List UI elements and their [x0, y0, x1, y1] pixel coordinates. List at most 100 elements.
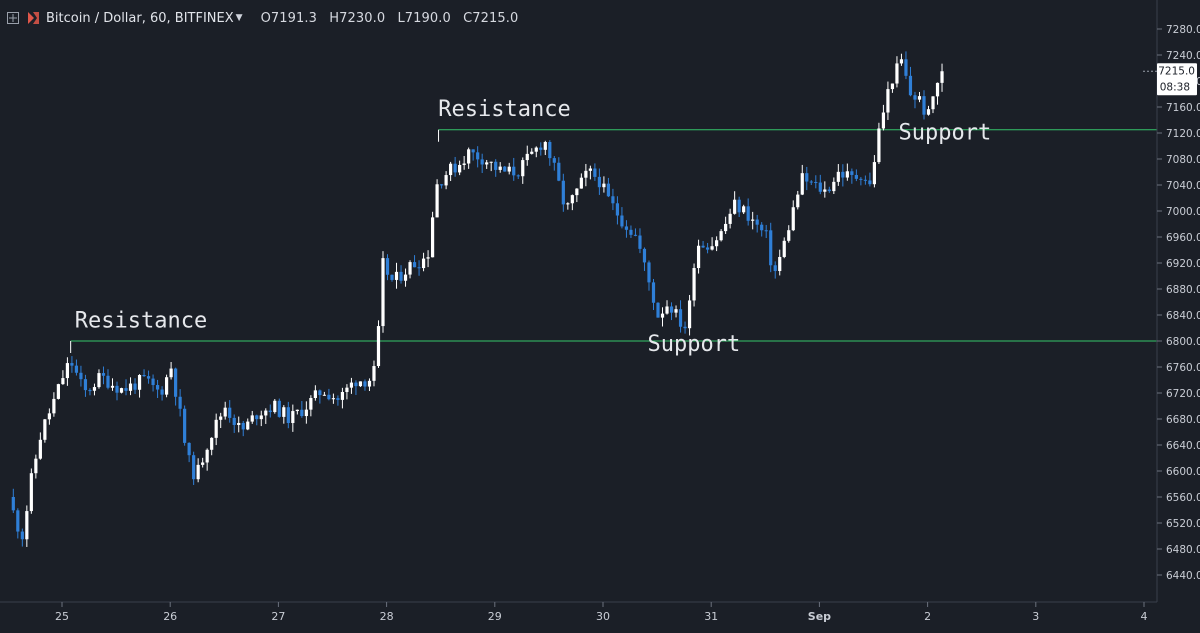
candle	[277, 398, 281, 418]
candle-body	[913, 95, 917, 100]
candle	[818, 174, 822, 195]
time-tick-label: 3	[1032, 610, 1039, 623]
candle	[462, 156, 466, 170]
candle	[291, 404, 295, 432]
price-tick-label: 7080.0	[1166, 154, 1200, 166]
candle-body	[16, 510, 20, 532]
candle	[787, 225, 791, 243]
candle-body	[83, 379, 88, 391]
candle-body	[29, 473, 33, 512]
candle-body	[584, 170, 588, 178]
candle	[669, 302, 674, 321]
candle	[620, 207, 624, 229]
candle-body	[38, 439, 42, 459]
candle-body	[890, 83, 895, 90]
candle-body	[692, 268, 696, 301]
candle-body	[575, 188, 579, 196]
price-tick-label: 6480.0	[1166, 544, 1200, 556]
candle-body	[701, 245, 705, 248]
candle-body	[931, 96, 935, 110]
chevron-down-icon[interactable]: ▼	[235, 13, 243, 23]
candle	[692, 263, 696, 307]
candle	[705, 242, 710, 254]
price-axis[interactable]: 6440.0 6480.0 6520.0 6560.0 6600.0 6640.0 6680…	[1156, 0, 1200, 602]
candle	[376, 320, 381, 368]
candle	[913, 91, 917, 109]
candle-body	[769, 230, 773, 266]
candles-layer	[11, 51, 944, 547]
candle	[56, 383, 60, 400]
candle	[836, 164, 840, 186]
candle-body	[178, 396, 182, 409]
candle-body	[724, 223, 728, 232]
candle-body	[426, 257, 430, 259]
candle-body	[246, 421, 250, 430]
candle-body	[561, 180, 565, 205]
time-axis[interactable]: 25 26 27 28 29 30 31 Sep 2 3 4	[0, 601, 1157, 623]
candle	[746, 198, 750, 226]
candle	[174, 367, 178, 406]
candle	[480, 153, 484, 173]
candle	[660, 307, 665, 327]
candle-body	[710, 246, 714, 250]
candle-body	[615, 203, 620, 216]
candle-body	[705, 247, 710, 250]
candle-body	[403, 274, 408, 281]
candle	[796, 190, 800, 210]
candle	[408, 260, 412, 279]
candle	[219, 412, 223, 428]
candle-body	[210, 437, 214, 450]
candle	[440, 184, 444, 189]
candle-body	[485, 162, 489, 165]
candle-body	[390, 274, 394, 280]
candle-body	[43, 419, 47, 440]
candle	[530, 148, 534, 155]
candle-body	[868, 180, 872, 185]
candle	[769, 222, 773, 273]
candle-body	[633, 234, 638, 236]
candle	[79, 365, 83, 387]
price-tick-label: 7240.0	[1166, 50, 1200, 62]
time-tick-label: 25	[55, 610, 69, 623]
candle-body	[340, 391, 345, 400]
candle-body	[814, 181, 818, 183]
candle-body	[164, 377, 169, 395]
candle	[417, 260, 421, 276]
candle	[70, 356, 74, 373]
candle-body	[273, 400, 277, 413]
time-tick-label: Sep	[808, 610, 831, 623]
candle	[412, 255, 417, 268]
candle	[507, 162, 511, 175]
candle-body	[124, 388, 128, 391]
candle-body	[70, 363, 74, 366]
expand-icon[interactable]	[6, 11, 20, 25]
candle	[791, 200, 795, 232]
symbol-title[interactable]: Bitcoin / Dollar, 60, BITFINEX	[46, 10, 234, 26]
candle-body	[683, 326, 687, 329]
price-tick-label: 6840.0	[1166, 310, 1200, 322]
candle	[273, 399, 277, 414]
candle	[246, 418, 250, 431]
candle	[83, 374, 88, 397]
candle	[34, 454, 38, 479]
candle	[886, 81, 890, 120]
candle-body	[25, 511, 29, 540]
candle	[575, 188, 579, 203]
candle	[701, 240, 705, 248]
last-price-value: 7215.0	[1158, 65, 1195, 77]
annotation-label: Resistance	[75, 308, 207, 333]
candle-body	[367, 380, 372, 387]
candle	[687, 294, 692, 336]
candle-body	[196, 464, 200, 480]
candle-body	[836, 171, 840, 182]
candle-body	[881, 112, 886, 129]
candle	[602, 176, 606, 193]
candle	[268, 404, 272, 418]
candle-body	[61, 378, 65, 385]
time-tick-label: 2	[924, 610, 931, 623]
candle	[97, 369, 101, 389]
candle-body	[534, 147, 538, 152]
candle-body	[687, 300, 692, 329]
